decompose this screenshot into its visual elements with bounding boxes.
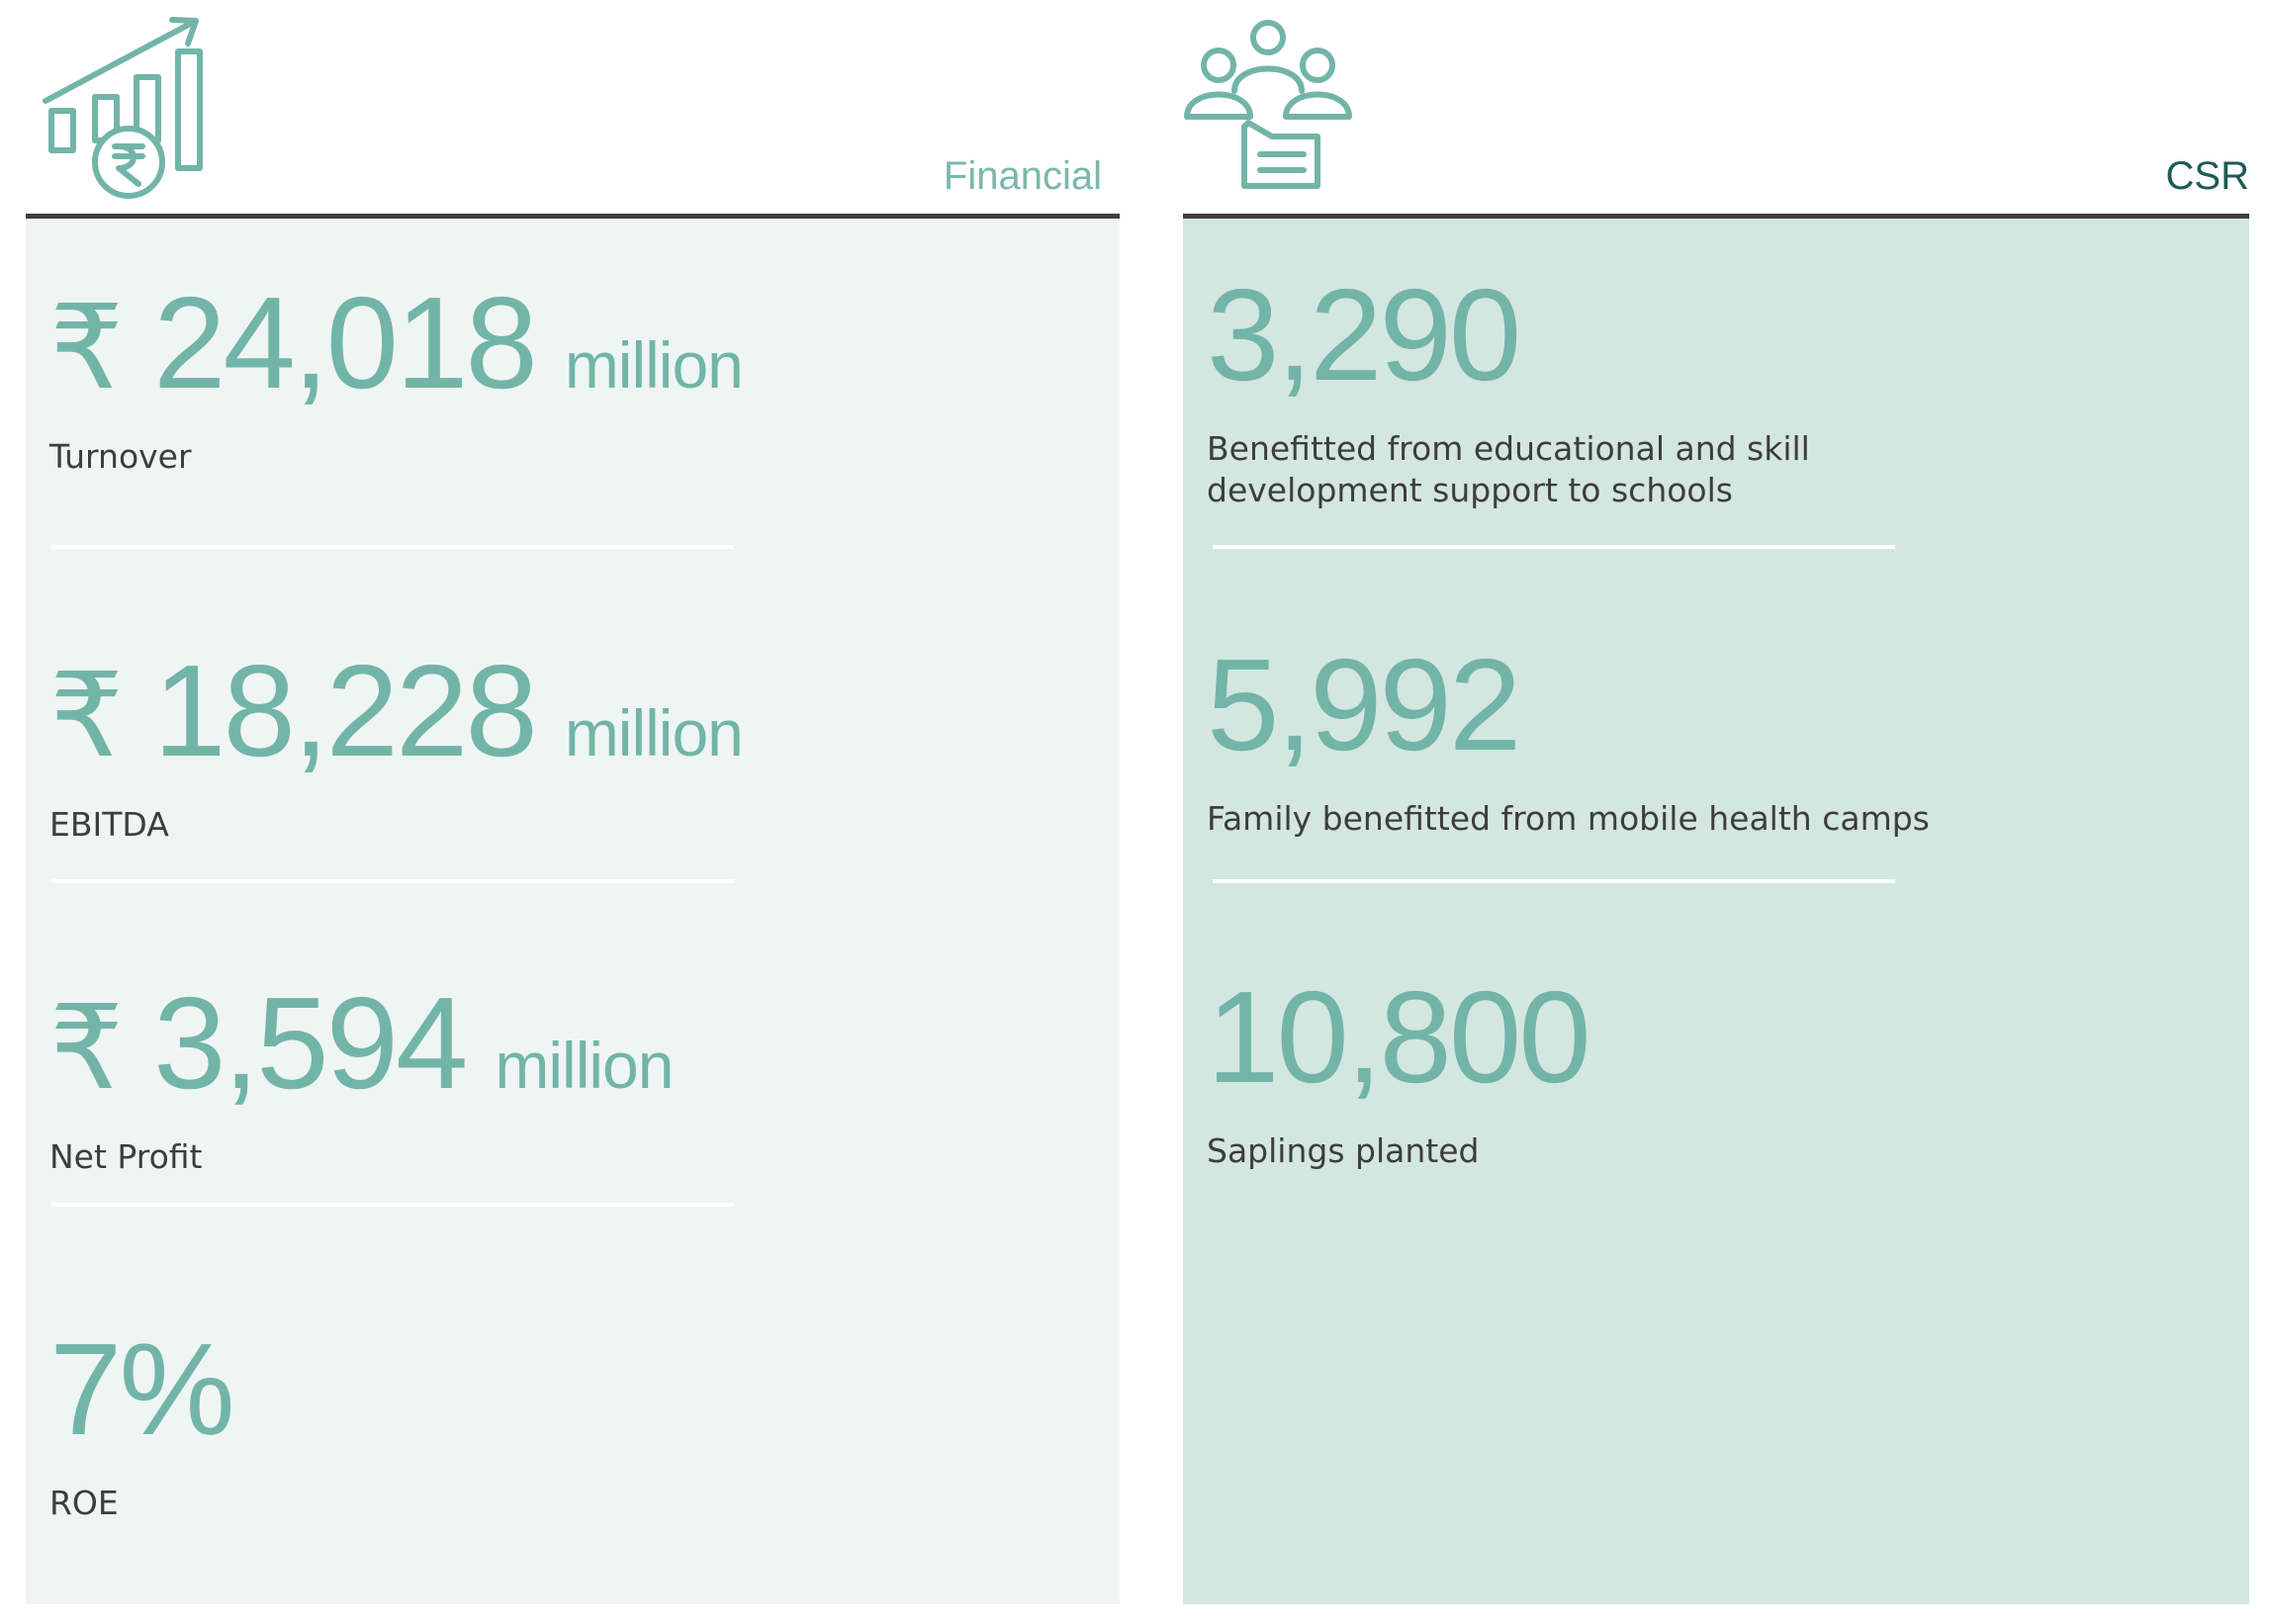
csr-panel: CSR 3,290 Benefitted from educational an… (1183, 0, 2249, 1604)
financial-title: Financial (943, 154, 1102, 198)
stat-unit: million (564, 328, 744, 402)
stat-turnover: ₹24,018 million Turnover (49, 278, 744, 478)
stat-ebitda: ₹18,228 million EBITDA (49, 646, 744, 846)
stat-unit: million (495, 1029, 674, 1102)
financial-header: Financial (26, 0, 1120, 219)
csr-title: CSR (2165, 154, 2249, 198)
divider (1213, 545, 1895, 549)
stat-saplings: 10,800 Saplings planted (1207, 972, 1958, 1172)
stat-label: Family benefitted from mobile health cam… (1207, 799, 1930, 838)
stat-label: Net Profit (49, 1137, 203, 1176)
stat-value: 7% (49, 1316, 235, 1462)
stat-value: 3,594 (153, 970, 468, 1116)
rupee-icon: ₹ (49, 651, 125, 781)
stat-net-profit: ₹3,594 million Net Profit (49, 978, 674, 1178)
stat-label: EBITDA (49, 805, 169, 844)
stat-roe: 7% ROE (49, 1324, 235, 1524)
stat-label: Saplings planted (1207, 1131, 1480, 1170)
divider (51, 545, 734, 549)
stat-value: 3,290 (1207, 262, 1521, 407)
stat-value: 24,018 (153, 270, 538, 415)
community-group-icon (1184, 20, 1352, 189)
financial-body: ₹24,018 million Turnover ₹18,228 million E… (26, 219, 1120, 1604)
stat-education: 3,290 Benefitted from educational and sk… (1207, 270, 1958, 511)
csr-body: 3,290 Benefitted from educational and sk… (1183, 219, 2249, 1604)
stat-value: 18,228 (153, 638, 538, 783)
divider (51, 879, 734, 883)
growth-chart-rupee-icon (43, 17, 203, 199)
stat-value: 5,992 (1207, 632, 1521, 777)
financial-panel: Financial ₹24,018 million Turnover ₹18,22… (26, 0, 1120, 1604)
csr-header: CSR (1183, 0, 2249, 219)
stat-unit: million (564, 696, 744, 769)
rupee-icon: ₹ (49, 283, 125, 413)
divider (51, 1203, 734, 1207)
rupee-icon: ₹ (49, 983, 125, 1114)
stat-value: 10,800 (1207, 964, 1591, 1110)
divider (1213, 879, 1895, 883)
stat-label: Benefitted from educational and skill de… (1207, 429, 1810, 509)
stat-health-camps: 5,992 Family benefitted from mobile heal… (1207, 640, 1958, 840)
stat-label: ROE (49, 1484, 119, 1522)
stat-label: Turnover (49, 437, 192, 476)
